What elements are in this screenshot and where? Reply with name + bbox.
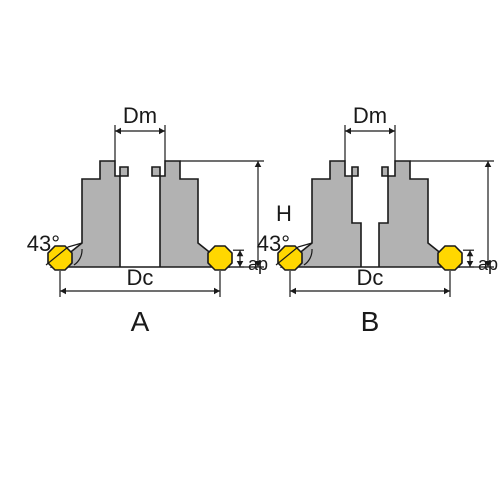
label-h-A: H <box>276 201 292 226</box>
label-dm-A: Dm <box>123 103 157 128</box>
cutter-body-B <box>282 161 458 267</box>
label-ap-B: ap <box>478 254 498 274</box>
part-name-B: B <box>361 306 380 337</box>
label-angle-A: 43° <box>27 231 60 256</box>
cutter-body-A <box>52 161 228 267</box>
label-angle-B: 43° <box>257 231 290 256</box>
label-dm-B: Dm <box>353 103 387 128</box>
label-ap-A: ap <box>248 254 268 274</box>
label-dc-B: Dc <box>357 265 384 290</box>
part-name-A: A <box>131 306 150 337</box>
label-dc-A: Dc <box>127 265 154 290</box>
